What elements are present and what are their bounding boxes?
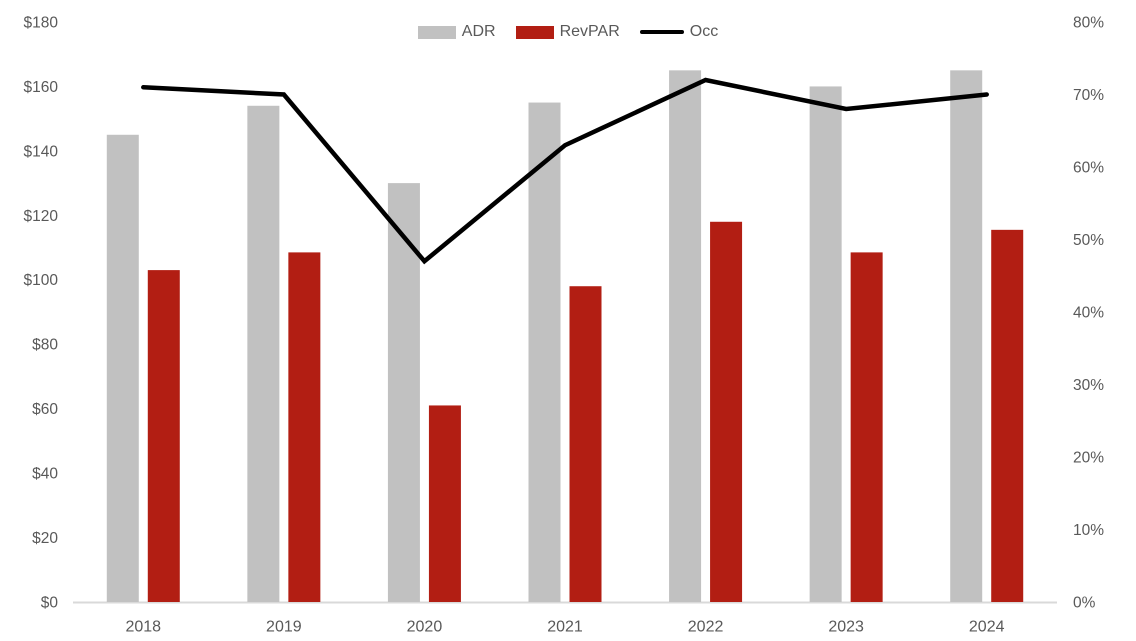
y-axis-right-tick-label: 70% (1073, 87, 1104, 104)
y-axis-left-tick-label: $20 (32, 530, 58, 547)
x-axis-category-label: 2024 (969, 619, 1005, 636)
bar-revpar-2022 (710, 221, 743, 602)
y-axis-left-tick-label: $180 (24, 14, 59, 31)
bar-adr-2022 (669, 70, 702, 603)
bar-adr-2020 (387, 183, 420, 602)
y-axis-left-tick-label: $60 (32, 401, 58, 418)
y-axis-right-tick-label: 30% (1073, 377, 1104, 394)
y-axis-right-tick-label: 40% (1073, 304, 1104, 321)
y-axis-right-tick-label: 20% (1073, 449, 1104, 466)
y-axis-left-tick-label: $0 (41, 594, 59, 611)
bar-revpar-2019 (288, 252, 321, 602)
occ-line (141, 77, 989, 265)
bar-adr-2021 (528, 102, 561, 603)
bar-adr-2018 (106, 134, 139, 602)
x-axis-category-label: 2018 (125, 619, 161, 636)
y-axis-left-tick-label: $80 (32, 337, 58, 354)
y-axis-right-tick-label: 80% (1073, 14, 1104, 31)
x-axis-category-label: 2021 (547, 619, 583, 636)
x-axis-category-label: 2019 (266, 619, 302, 636)
bar-revpar-2020 (428, 405, 461, 602)
y-axis-left-tick-label: $120 (24, 208, 59, 225)
bar-adr-2019 (247, 105, 280, 603)
bar-adr-2023 (809, 86, 842, 602)
y-axis-left-tick-label: $40 (32, 466, 58, 483)
bar-revpar-2018 (147, 270, 180, 602)
x-axis-category-label: 2022 (688, 619, 724, 636)
bar-adr-2024 (950, 70, 983, 603)
bar-revpar-2021 (569, 286, 602, 602)
x-axis-category-label: 2023 (828, 619, 864, 636)
y-axis-left-tick-label: $160 (24, 79, 59, 96)
bar-revpar-2024 (991, 229, 1024, 603)
y-axis-right-tick-label: 0% (1073, 594, 1096, 611)
y-axis-left-tick-label: $100 (24, 272, 59, 289)
y-axis-right-tick-label: 60% (1073, 159, 1104, 176)
y-axis-left-tick-label: $140 (24, 143, 59, 160)
y-axis-right-tick-label: 50% (1073, 232, 1104, 249)
y-axis-right-tick-label: 10% (1073, 522, 1104, 539)
bar-revpar-2023 (850, 252, 883, 602)
x-axis-category-label: 2020 (407, 619, 443, 636)
